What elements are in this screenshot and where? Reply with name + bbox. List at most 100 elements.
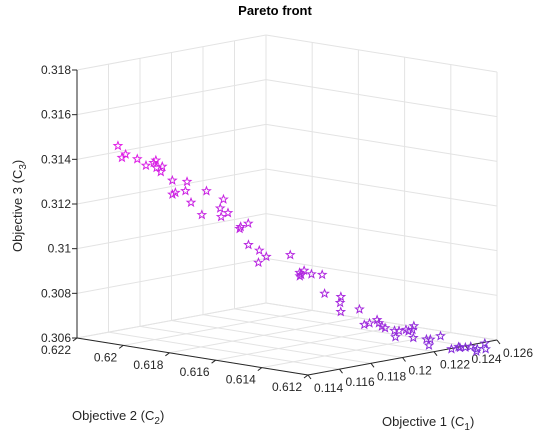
data-point <box>180 185 191 196</box>
data-point <box>358 319 370 330</box>
z-axis-label: Objective 3 (C3) <box>10 160 29 252</box>
data-point <box>167 188 178 200</box>
data-point <box>407 324 418 335</box>
grid-line <box>76 213 267 250</box>
grid-line <box>261 332 451 369</box>
data-point <box>218 193 229 204</box>
data-point <box>181 176 193 187</box>
grid-line <box>123 309 313 346</box>
data-point <box>408 320 420 331</box>
axes-layer <box>72 69 501 380</box>
data-point <box>424 333 436 344</box>
grid-line <box>265 213 498 252</box>
z-tick-label: 0.308 <box>41 286 71 300</box>
data-point <box>156 160 168 172</box>
y-axis-line <box>76 337 309 376</box>
data-point <box>453 341 464 352</box>
x-tick-label: 0.12 <box>409 364 433 378</box>
grid-line <box>265 123 498 162</box>
data-point <box>222 207 234 218</box>
data-point <box>140 159 152 171</box>
data-point <box>446 343 457 354</box>
y-tick-mark <box>211 359 216 364</box>
y-tick-label: 0.614 <box>226 373 256 387</box>
grid-line <box>265 257 498 296</box>
x-tick-label: 0.116 <box>346 375 375 389</box>
y-tick-label: 0.622 <box>41 343 71 357</box>
data-point <box>131 153 143 164</box>
data-point <box>150 154 162 165</box>
grid-line <box>202 314 435 353</box>
y-tick-mark <box>257 367 263 372</box>
x-tick-mark <box>307 374 312 380</box>
data-point <box>334 297 346 308</box>
data-point <box>316 269 328 280</box>
data-point <box>294 270 306 281</box>
data-point <box>116 152 128 163</box>
data-point <box>215 211 227 222</box>
grid-line <box>234 308 466 347</box>
y-tick-mark <box>165 352 170 357</box>
data-point <box>243 239 254 250</box>
grid-line <box>139 325 372 364</box>
y-tick-mark <box>118 344 124 349</box>
data-point <box>335 306 347 317</box>
data-point <box>335 291 347 302</box>
data-point <box>201 185 212 196</box>
z-tick-label: 0.318 <box>41 63 71 77</box>
y-tick-mark <box>303 374 309 379</box>
data-point <box>294 267 305 278</box>
data-point <box>471 343 483 354</box>
data-point <box>480 343 492 354</box>
grid-line <box>76 79 267 116</box>
grid-line <box>108 331 340 370</box>
z-tick-label: 0.31 <box>48 242 72 256</box>
z-tick-label: 0.314 <box>41 152 71 166</box>
data-point <box>423 339 435 350</box>
x-axis-label: Objective 1 (C1) <box>382 414 474 433</box>
data-point <box>260 251 272 262</box>
data-point <box>185 196 197 208</box>
y-axis-label: Objective 2 (C2) <box>72 408 164 427</box>
data-point <box>435 330 446 341</box>
grid-line <box>76 257 267 294</box>
data-point <box>364 317 375 328</box>
x-tick-label: 0.126 <box>503 346 533 360</box>
grid-line <box>169 317 359 354</box>
z-tick-label: 0.312 <box>41 197 71 211</box>
data-point <box>389 325 400 336</box>
grid-line <box>76 34 267 71</box>
grid-line <box>215 324 405 361</box>
data-point <box>407 332 419 343</box>
grid-line <box>76 123 267 160</box>
x-tick-label: 0.114 <box>314 381 343 395</box>
grid-layer <box>76 34 498 376</box>
x-tick-mark <box>496 339 501 345</box>
data-point <box>379 322 391 333</box>
chart-title: Pareto front <box>238 3 312 18</box>
y-tick-label: 0.616 <box>180 365 210 379</box>
x-tick-label: 0.118 <box>377 369 406 383</box>
data-point <box>148 157 159 168</box>
data-point <box>253 244 265 256</box>
data-point <box>465 340 477 352</box>
x-tick-mark <box>339 368 343 374</box>
y-tick-label: 0.618 <box>133 358 163 372</box>
grid-line <box>171 320 403 358</box>
grid-line <box>76 168 267 205</box>
grid-line <box>265 168 498 207</box>
data-point <box>253 256 264 268</box>
data-point <box>242 217 254 229</box>
y-tick-label: 0.62 <box>94 350 118 364</box>
data-point <box>155 166 167 177</box>
x-tick-mark <box>370 363 375 368</box>
data-points <box>112 140 492 357</box>
z-tick-label: 0.306 <box>41 331 71 345</box>
data-point <box>196 209 208 220</box>
data-point <box>479 337 491 348</box>
data-point <box>235 221 247 232</box>
data-point <box>354 303 365 314</box>
data-point <box>112 140 124 151</box>
tick-labels: 0.114 0.116 0.118 0.12 0.122 0.124 0.1260.6120… <box>41 63 533 395</box>
